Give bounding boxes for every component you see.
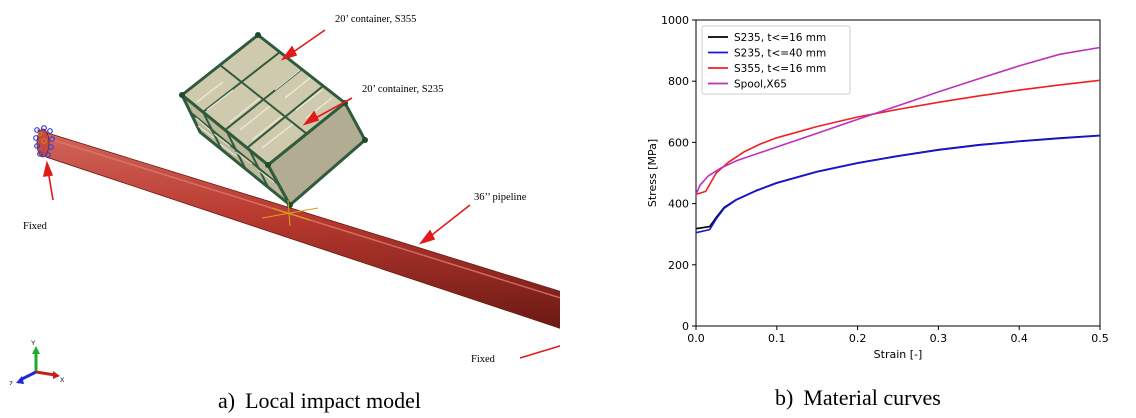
caption-a: a) Local impact model	[218, 388, 422, 413]
legend-label: S235, t<=16 mm	[734, 32, 826, 44]
series-line	[695, 79, 1101, 196]
x-tick-label: 0.2	[849, 332, 867, 345]
legend: S235, t<=16 mm S235, t<=40 mm S355, t<=16 …	[701, 25, 851, 95]
container	[179, 32, 368, 227]
local-impact-model-illustration: 20’ container, S355 20’ container, S235 …	[9, 14, 560, 385]
series-line	[695, 134, 1101, 234]
fixed-bc-left	[33, 125, 55, 158]
series-line	[695, 134, 1101, 230]
label-container-s355: 20’ container, S355	[335, 14, 416, 25]
series-line	[695, 46, 1101, 195]
callout-arrows	[42, 29, 560, 359]
y-tick-label: 0	[682, 320, 689, 333]
axis-triad: Y X Z	[9, 340, 65, 385]
x-tick-label: 0.3	[930, 332, 948, 345]
y-tick-label: 200	[668, 259, 689, 272]
triad-z-label: Z	[9, 381, 13, 385]
caption-b: b) Material curves	[775, 385, 941, 410]
y-tick-label: 600	[668, 136, 689, 149]
label-pipeline: 36’’ pipeline	[474, 192, 527, 203]
material-curves-chart: 0.0 0.1 0.2 0.3 0.4 0.5 0 200 400 600 800 1000 Strai…	[646, 14, 1109, 361]
legend-box	[701, 25, 851, 95]
legend-label: S355, t<=16 mm	[734, 63, 826, 75]
y-tick-label: 800	[668, 75, 689, 88]
legend-label: Spool,X65	[734, 79, 787, 91]
triad-y-label: Y	[31, 340, 36, 347]
legend-label: S235, t<=40 mm	[734, 48, 826, 60]
y-tick-label: 1000	[661, 14, 689, 27]
x-axis-label: Strain [-]	[874, 348, 923, 361]
y-tick-label: 400	[668, 198, 689, 211]
label-fixed-right: Fixed	[471, 354, 496, 365]
x-tick-label: 0.1	[768, 332, 786, 345]
plot-frame	[695, 19, 1101, 327]
label-fixed-left: Fixed	[23, 221, 48, 232]
x-tick-label: 0.4	[1010, 332, 1027, 345]
label-container-s235: 20’ container, S235	[362, 84, 443, 95]
triad-x-label: X	[60, 377, 65, 384]
x-tick-label: 0.5	[1091, 332, 1109, 345]
x-tick-label: 0.0	[687, 332, 705, 345]
y-axis-label: Stress [MPa]	[646, 139, 659, 207]
